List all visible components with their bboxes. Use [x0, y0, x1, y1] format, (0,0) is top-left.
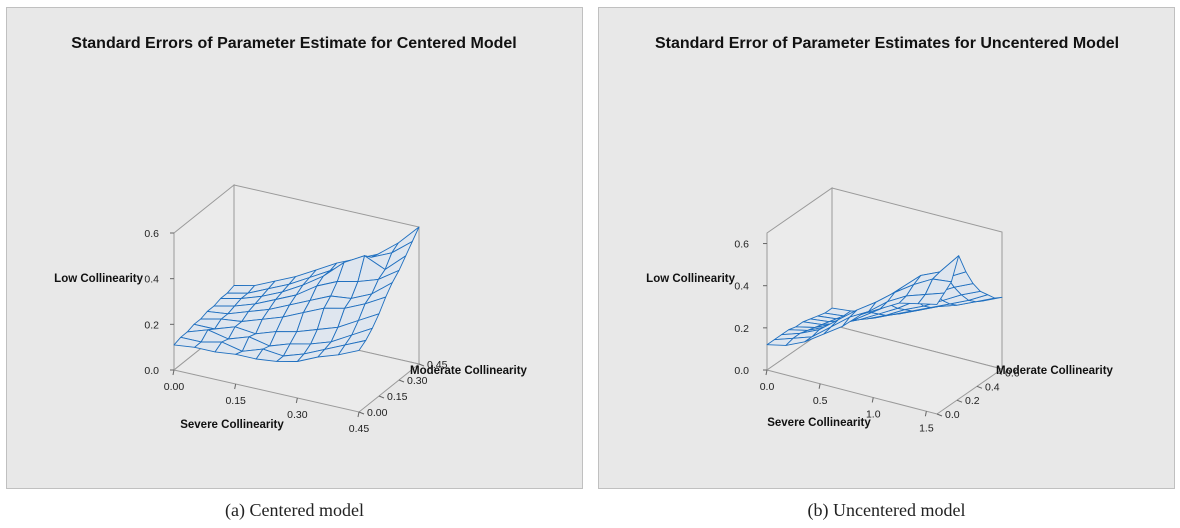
x-axis-label: Severe Collinearity: [180, 419, 284, 431]
x-tick-mark: [234, 383, 237, 390]
chart-panel-uncentered: Standard Error of Parameter Estimates fo…: [598, 7, 1175, 489]
x-tick-mark: [818, 383, 821, 389]
y-axis-label: Moderate Collinearity: [996, 365, 1114, 377]
surface-cell: [917, 292, 945, 305]
y-tick-label: 0.6: [1005, 367, 1020, 379]
z-tick-label: 0.0: [144, 365, 159, 377]
y-tick-label: 0.2: [965, 395, 980, 407]
chart-panel-centered: Standard Errors of Parameter Estimate fo…: [6, 7, 583, 489]
z-tick-label: 0.6: [144, 228, 159, 240]
caption-uncentered: (b) Uncentered model: [807, 500, 966, 520]
x-axis-label: Severe Collinearity: [767, 417, 871, 429]
surface-plot-centered: Standard Errors of Parameter Estimate fo…: [54, 35, 528, 435]
y-tick-mark: [378, 395, 385, 399]
chart-title: Standard Error of Parameter Estimates fo…: [655, 35, 1119, 52]
x-tick-label: 0.15: [225, 395, 246, 407]
x-tick-mark: [172, 369, 175, 376]
x-tick-mark: [924, 411, 927, 417]
y-tick-label: 0.00: [367, 407, 388, 419]
y-tick-label: 0.0: [945, 409, 960, 421]
y-axis-label: Moderate Collinearity: [410, 365, 528, 377]
x-tick-label: 0.45: [349, 423, 370, 435]
surface-plot-uncentered: Standard Error of Parameter Estimates fo…: [646, 35, 1119, 434]
z-tick-label: 0.4: [734, 281, 749, 293]
x-tick-mark: [295, 397, 298, 404]
x-tick-label: 1.0: [866, 409, 881, 421]
z-tick-label: 0.2: [734, 323, 749, 335]
z-tick-label: 0.6: [734, 239, 749, 251]
x-tick-mark: [765, 369, 768, 376]
z-axis-label: Low Collinearity: [646, 273, 735, 285]
caption-centered: (a) Centered model: [225, 500, 364, 520]
y-tick-label: 0.4: [985, 381, 1000, 393]
z-tick-label: 0.0: [734, 365, 749, 377]
y-tick-mark: [398, 379, 405, 383]
x-tick-mark: [357, 411, 360, 418]
y-tick-label: 0.30: [407, 375, 428, 387]
y-tick-mark: [976, 385, 983, 389]
x-tick-label: 0.5: [813, 395, 828, 407]
surface-cell: [337, 340, 367, 356]
z-axis-label: Low Collinearity: [54, 273, 143, 285]
y-tick-mark: [418, 363, 425, 367]
z-tick-label: 0.4: [144, 274, 159, 286]
x-tick-label: 0.0: [760, 381, 775, 393]
x-tick-label: 0.00: [164, 381, 185, 393]
y-tick-mark: [936, 413, 943, 417]
x-tick-mark: [871, 397, 874, 403]
y-tick-mark: [956, 399, 963, 403]
y-tick-mark: [358, 411, 365, 415]
y-tick-mark: [996, 371, 1003, 375]
x-tick-label: 0.30: [287, 409, 308, 421]
y-tick-label: 0.45: [427, 359, 448, 371]
x-tick-label: 1.5: [919, 422, 934, 434]
y-tick-label: 0.15: [387, 391, 408, 403]
chart-title: Standard Errors of Parameter Estimate fo…: [71, 35, 516, 52]
z-tick-label: 0.2: [144, 319, 159, 331]
